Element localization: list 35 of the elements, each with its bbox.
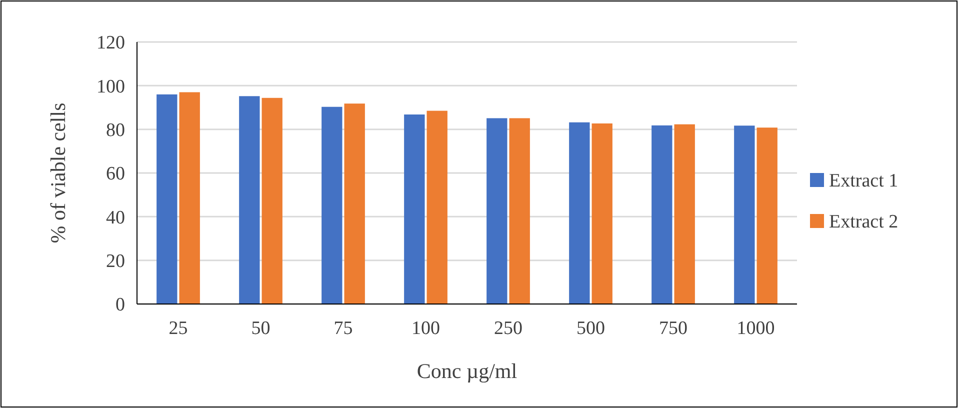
- bar: [239, 96, 260, 304]
- x-tick-label: 750: [659, 318, 688, 339]
- y-tick-label: 120: [96, 32, 125, 54]
- bar: [426, 110, 448, 304]
- y-tick-label: 0: [116, 294, 125, 316]
- y-tick-label: 60: [106, 164, 125, 185]
- y-tick-label: 100: [96, 76, 125, 98]
- y-axis-title: % of viable cells: [46, 102, 70, 244]
- bar: [592, 123, 612, 304]
- bar: [486, 118, 508, 304]
- x-tick-label: 1000: [736, 318, 775, 339]
- legend-label: Extract 2: [829, 212, 898, 233]
- bar: [734, 126, 755, 304]
- y-tick-label: 80: [106, 120, 125, 141]
- bar: [156, 94, 178, 304]
- x-tick-label: 25: [168, 318, 188, 339]
- x-tick-label: 75: [334, 318, 353, 339]
- y-tick-label: 40: [106, 207, 125, 228]
- bar: [756, 128, 778, 304]
- bar: [262, 98, 282, 304]
- bar: [569, 122, 590, 304]
- x-tick-label: 500: [576, 318, 605, 339]
- x-tick-label: 100: [412, 318, 440, 339]
- y-tick-label: 20: [106, 250, 125, 272]
- bar: [179, 92, 200, 304]
- bar: [509, 118, 530, 304]
- bar: [322, 106, 342, 304]
- bar: [652, 125, 672, 304]
- x-tick-label: 50: [251, 318, 270, 339]
- bar: [344, 104, 365, 304]
- bar: [674, 124, 695, 304]
- x-axis-title: Conc µg/ml: [416, 359, 518, 383]
- legend-label: Extract 1: [829, 170, 898, 192]
- x-tick-label: 250: [494, 318, 522, 339]
- bar: [404, 114, 425, 304]
